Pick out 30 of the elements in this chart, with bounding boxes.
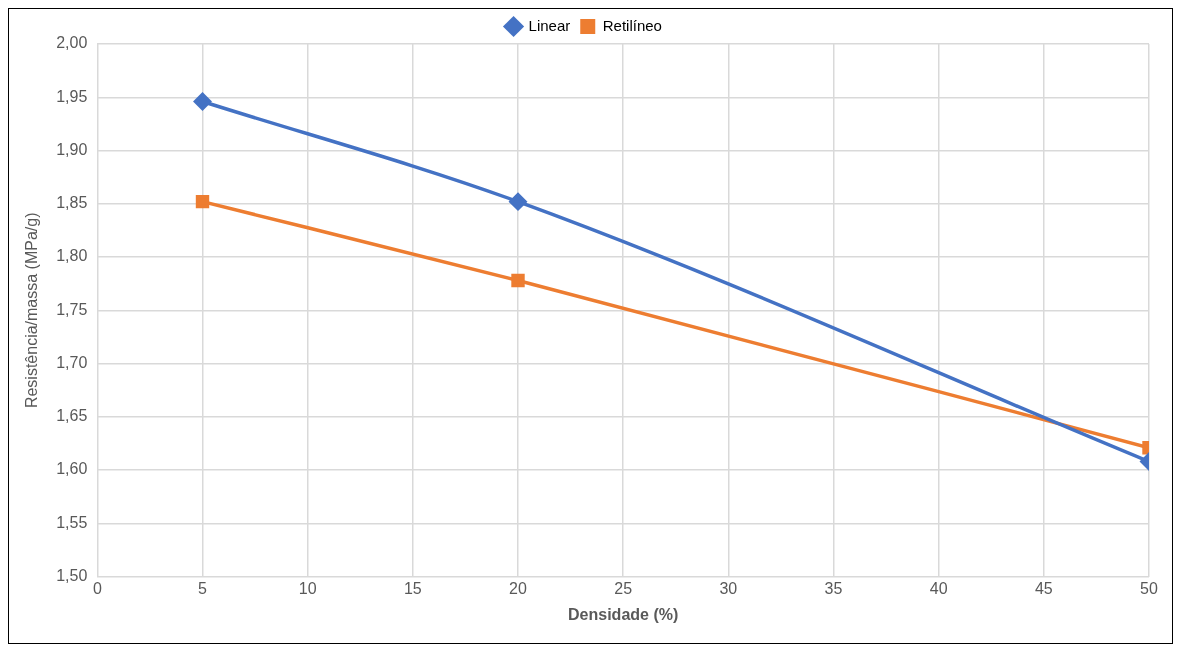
legend-label: Retilíneo — [602, 16, 662, 34]
y-axis-title: Resistência/massa (MPa/g) — [23, 212, 41, 409]
point — [193, 92, 212, 111]
y-tick-label: 1,70 — [56, 353, 88, 371]
legend-label: Linear — [528, 16, 571, 34]
x-tick-label: 10 — [298, 579, 317, 597]
y-tick-label: 1,95 — [56, 87, 88, 105]
y-tick-label: 2,00 — [56, 34, 88, 52]
x-tick-label: 0 — [92, 579, 102, 597]
y-tick-label: 1,60 — [56, 460, 88, 478]
point — [511, 273, 525, 288]
point — [509, 192, 527, 211]
y-tick-label: 1,90 — [56, 140, 88, 158]
x-tick-label: 45 — [1034, 579, 1053, 597]
x-tick-label: 15 — [403, 579, 422, 597]
y-tick-label: 1,80 — [56, 247, 88, 265]
y-tick-label: 1,55 — [56, 513, 88, 531]
x-tick-label: 25 — [614, 579, 633, 597]
x-axis-title: Densidade (%) — [568, 605, 679, 623]
y-tick-label: 1,50 — [56, 567, 88, 585]
x-tick-label: 30 — [719, 579, 738, 597]
x-tick-label: 50 — [1140, 579, 1158, 597]
x-tick-label: 35 — [824, 579, 843, 597]
y-tick-label: 1,65 — [56, 407, 88, 425]
y-tick-label: 1,75 — [56, 300, 88, 318]
x-tick-label: 20 — [509, 579, 527, 597]
x-tick-label: 40 — [929, 579, 948, 597]
y-tick-label: 1,85 — [56, 194, 88, 212]
x-tick-label: 5 — [198, 579, 208, 597]
point — [195, 194, 210, 209]
